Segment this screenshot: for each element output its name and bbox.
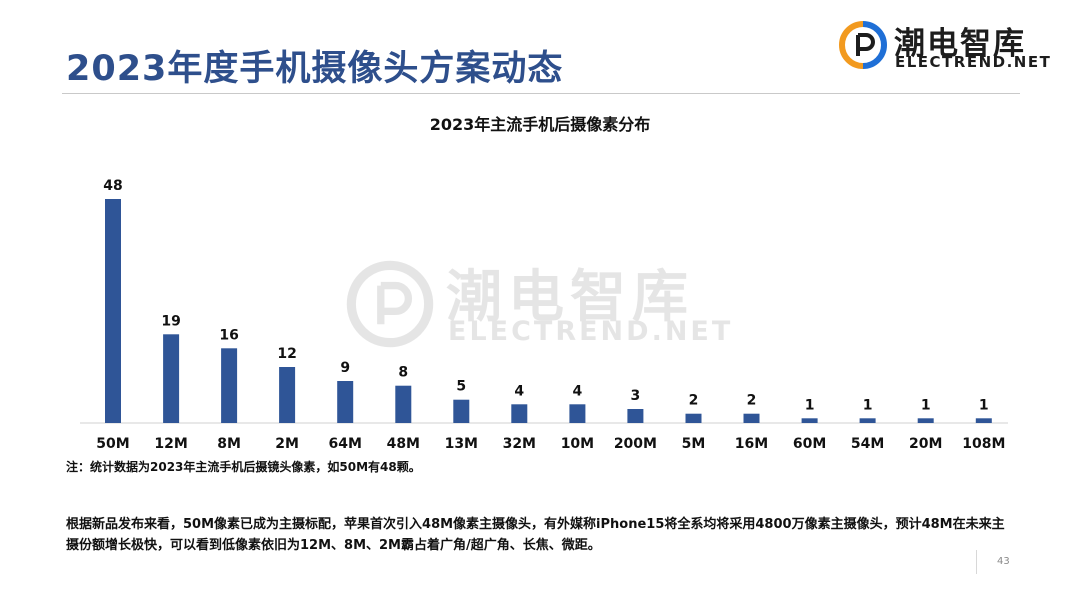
category-label-108M: 108M bbox=[962, 436, 1005, 452]
bar-13M bbox=[453, 399, 470, 423]
bar-16M bbox=[743, 413, 760, 423]
bar-200M bbox=[627, 409, 644, 423]
value-label-13M: 5 bbox=[456, 379, 466, 395]
watermark-text-en: ELECTREND.NET bbox=[448, 316, 734, 347]
bar-10M bbox=[569, 404, 586, 423]
value-label-16M: 2 bbox=[747, 393, 757, 409]
bar-2M bbox=[279, 367, 296, 423]
category-label-12M: 12M bbox=[154, 436, 187, 452]
logo-mark-icon bbox=[839, 21, 887, 69]
category-label-5M: 5M bbox=[682, 436, 706, 452]
category-label-64M: 64M bbox=[328, 436, 361, 452]
value-label-48M: 8 bbox=[398, 365, 408, 381]
category-label-2M: 2M bbox=[275, 436, 299, 452]
value-label-2M: 12 bbox=[277, 346, 296, 362]
value-label-5M: 2 bbox=[689, 393, 699, 409]
brand-logo: 潮电智库 ELECTREND.NET bbox=[838, 20, 1060, 72]
bar-108M bbox=[975, 418, 992, 423]
bar-54M bbox=[859, 418, 876, 423]
bar-8M bbox=[221, 348, 238, 423]
value-label-32M: 4 bbox=[514, 383, 524, 399]
bar-12M bbox=[163, 334, 180, 423]
value-label-50M: 48 bbox=[103, 178, 122, 194]
chart-title: 2023年主流手机后摄像素分布 bbox=[429, 115, 651, 134]
logo-text-cn: 潮电智库 bbox=[894, 26, 1026, 62]
value-label-108M: 1 bbox=[979, 397, 989, 413]
category-label-48M: 48M bbox=[387, 436, 420, 452]
category-label-50M: 50M bbox=[96, 436, 129, 452]
bar-60M bbox=[801, 418, 818, 423]
body-paragraph: 根据新品发布来看，50M像素已成为主摄标配，苹果首次引入48M像素主摄像头，有外… bbox=[66, 517, 1005, 553]
value-label-54M: 1 bbox=[863, 397, 873, 413]
logo-text-en: ELECTREND.NET bbox=[895, 53, 1052, 71]
category-label-13M: 13M bbox=[445, 436, 478, 452]
bar-48M bbox=[395, 385, 412, 423]
category-label-200M: 200M bbox=[614, 436, 657, 452]
watermark: 潮电智库 ELECTREND.NET bbox=[344, 258, 744, 358]
page-number: 43 bbox=[997, 556, 1010, 567]
watermark-text-cn: 潮电智库 bbox=[446, 265, 694, 330]
value-label-64M: 9 bbox=[340, 360, 350, 376]
bar-20M bbox=[917, 418, 934, 423]
title-divider bbox=[62, 93, 1020, 94]
value-label-8M: 16 bbox=[219, 327, 238, 343]
bar-50M bbox=[105, 199, 121, 423]
category-label-32M: 32M bbox=[503, 436, 536, 452]
value-label-60M: 1 bbox=[805, 397, 815, 413]
watermark-mark-icon bbox=[346, 260, 434, 348]
value-label-12M: 19 bbox=[161, 313, 180, 329]
value-label-20M: 1 bbox=[921, 397, 931, 413]
category-label-60M: 60M bbox=[793, 436, 826, 452]
category-label-54M: 54M bbox=[851, 436, 884, 452]
bar-64M bbox=[337, 381, 354, 423]
category-label-16M: 16M bbox=[735, 436, 768, 452]
slide-title: 2023年度手机摄像头方案动态 bbox=[66, 49, 564, 89]
category-label-20M: 20M bbox=[909, 436, 942, 452]
page-number-divider bbox=[976, 550, 977, 574]
value-label-10M: 4 bbox=[573, 383, 583, 399]
bar-32M bbox=[511, 404, 528, 423]
category-label-8M: 8M bbox=[217, 436, 241, 452]
bar-5M bbox=[685, 413, 702, 423]
value-label-200M: 3 bbox=[631, 388, 641, 404]
chart-note: 注：统计数据为2023年主流手机后摄镜头像素，如50M有48颗。 bbox=[66, 460, 421, 474]
category-label-10M: 10M bbox=[561, 436, 594, 452]
